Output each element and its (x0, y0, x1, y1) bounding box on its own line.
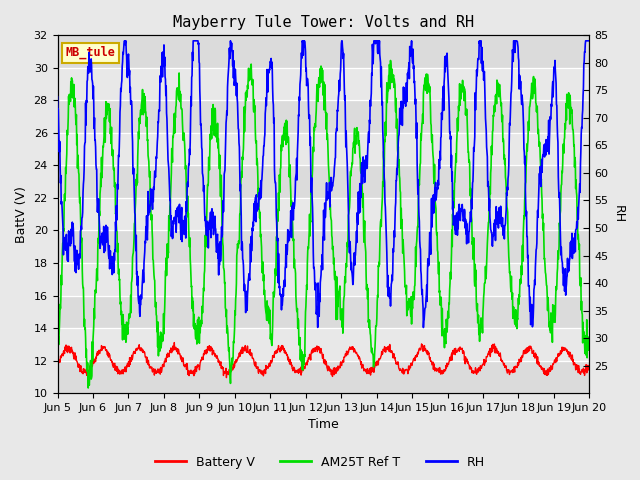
Legend: Battery V, AM25T Ref T, RH: Battery V, AM25T Ref T, RH (150, 451, 490, 474)
Y-axis label: BattV (V): BattV (V) (15, 186, 28, 243)
Bar (58, 100, 589, 133)
Text: MB_tule: MB_tule (65, 46, 115, 60)
Bar (58, 36, 589, 68)
Bar (58, 230, 589, 263)
Title: Mayberry Tule Tower: Volts and RH: Mayberry Tule Tower: Volts and RH (173, 15, 474, 30)
X-axis label: Time: Time (308, 419, 339, 432)
Bar (58, 296, 589, 328)
Bar (58, 166, 589, 198)
Y-axis label: RH: RH (612, 205, 625, 223)
Bar (58, 360, 589, 393)
